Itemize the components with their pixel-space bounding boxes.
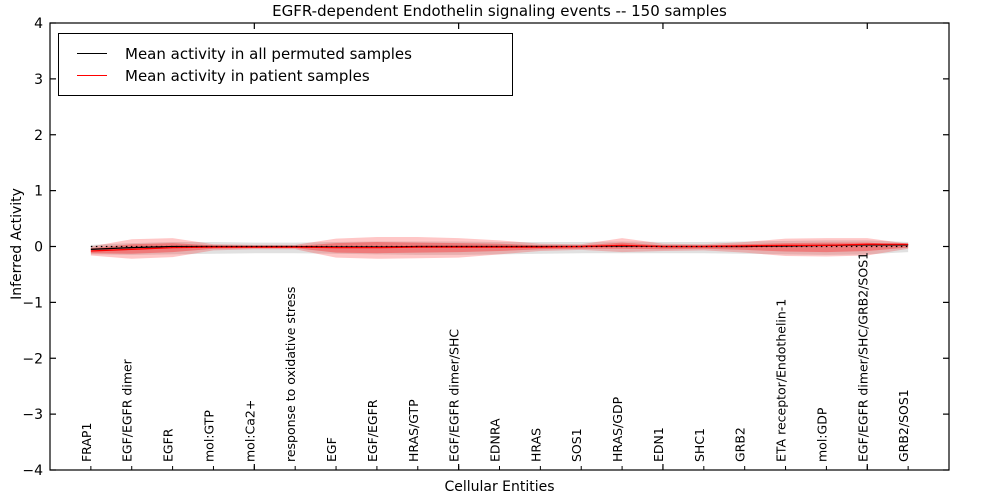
legend-label-permuted: Mean activity in all permuted samples — [125, 44, 412, 63]
permuted-line-sample — [77, 53, 107, 54]
category-label: ETA receptor/Endothelin-1 — [774, 299, 789, 462]
y-tick-label: 4 — [34, 16, 43, 32]
y-tick-label: 0 — [34, 240, 43, 256]
y-tick-label: −3 — [22, 407, 43, 423]
category-label: response to oxidative stress — [283, 287, 298, 462]
band-patient-spread-outer — [90, 237, 909, 259]
category-label: EGF/EGFR — [365, 399, 380, 462]
y-tick-label: −4 — [22, 463, 43, 479]
legend-item-patient: Mean activity in patient samples — [69, 67, 498, 85]
legend: Mean activity in all permuted samples Me… — [58, 33, 513, 96]
category-label: GRB2 — [733, 427, 748, 462]
category-label: mol:GDP — [814, 407, 829, 462]
y-tick-label: 2 — [34, 128, 43, 144]
y-tick-label: 3 — [34, 72, 43, 88]
y-tick-label: −2 — [22, 351, 43, 367]
category-label: HRAS — [528, 428, 543, 462]
y-tick-label: 1 — [34, 184, 43, 200]
category-label: mol:Ca2+ — [242, 400, 257, 462]
category-label: EDNRA — [488, 418, 503, 462]
category-label: mol:GTP — [201, 410, 216, 462]
category-label: EGF/EGFR dimer — [120, 358, 135, 462]
y-axis-label: Inferred Activity — [9, 188, 25, 300]
patient-line-sample — [77, 75, 107, 76]
band-patient-spread-inner — [90, 242, 909, 254]
category-label: EDN1 — [651, 427, 666, 462]
category-label: EGF — [324, 437, 339, 462]
category-label: FRAP1 — [79, 423, 94, 462]
x-axis-label: Cellular Entities — [444, 479, 555, 495]
legend-label-patient: Mean activity in patient samples — [125, 66, 370, 85]
category-label: SOS1 — [569, 428, 584, 462]
category-label: GRB2/SOS1 — [896, 389, 911, 462]
y-tick-label: −1 — [22, 295, 43, 311]
legend-item-permuted: Mean activity in all permuted samples — [69, 45, 498, 63]
category-label: EGF/EGFR dimer/SHC — [447, 329, 462, 462]
category-label: EGF/EGFR dimer/SHC/GRB2/SOS1 — [855, 252, 870, 462]
chart-title: EGFR-dependent Endothelin signaling even… — [272, 2, 727, 20]
category-label: HRAS/GTP — [406, 399, 421, 462]
category-label: SHC1 — [692, 428, 707, 462]
category-label: HRAS/GDP — [610, 396, 625, 462]
category-label: EGFR — [161, 428, 176, 462]
